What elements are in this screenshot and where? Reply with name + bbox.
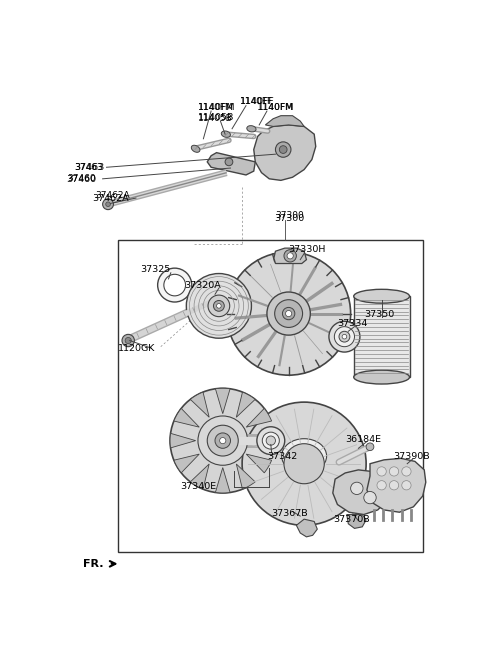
Text: 37300: 37300 bbox=[276, 211, 304, 220]
Circle shape bbox=[335, 327, 355, 346]
Polygon shape bbox=[296, 519, 317, 537]
Text: 1140FM: 1140FM bbox=[198, 103, 236, 112]
Text: 37370B: 37370B bbox=[334, 515, 370, 523]
Text: 11405B: 11405B bbox=[198, 114, 233, 123]
Text: 37463: 37463 bbox=[74, 163, 104, 172]
Polygon shape bbox=[216, 468, 230, 493]
Text: 37334: 37334 bbox=[337, 319, 368, 328]
Text: 37460: 37460 bbox=[68, 174, 96, 183]
Polygon shape bbox=[333, 470, 389, 514]
Circle shape bbox=[122, 335, 134, 346]
Circle shape bbox=[389, 467, 399, 476]
Circle shape bbox=[225, 158, 233, 166]
FancyBboxPatch shape bbox=[354, 297, 409, 377]
Circle shape bbox=[106, 202, 110, 207]
Circle shape bbox=[208, 295, 230, 317]
Circle shape bbox=[262, 432, 279, 449]
Circle shape bbox=[242, 402, 366, 525]
Text: 37340E: 37340E bbox=[180, 482, 216, 491]
Circle shape bbox=[342, 335, 347, 339]
Text: 37320A: 37320A bbox=[184, 281, 221, 289]
Text: 37325: 37325 bbox=[141, 265, 171, 274]
Text: 1140FM: 1140FM bbox=[257, 103, 294, 112]
Circle shape bbox=[402, 481, 411, 490]
Circle shape bbox=[377, 467, 386, 476]
Text: 1140FM: 1140FM bbox=[258, 104, 293, 112]
Circle shape bbox=[377, 481, 386, 490]
Circle shape bbox=[329, 321, 360, 352]
Text: 37462A: 37462A bbox=[93, 194, 129, 203]
Text: 37390B: 37390B bbox=[393, 451, 430, 461]
Ellipse shape bbox=[354, 289, 409, 303]
Circle shape bbox=[125, 337, 132, 344]
Circle shape bbox=[267, 292, 311, 335]
Polygon shape bbox=[246, 409, 272, 427]
Polygon shape bbox=[207, 153, 255, 175]
Circle shape bbox=[207, 425, 238, 456]
Text: 37462A: 37462A bbox=[95, 192, 130, 200]
Text: 1140FF: 1140FF bbox=[240, 97, 273, 106]
Text: 37300: 37300 bbox=[275, 215, 305, 223]
Polygon shape bbox=[250, 434, 276, 448]
Circle shape bbox=[157, 268, 192, 302]
Circle shape bbox=[287, 253, 293, 259]
Polygon shape bbox=[347, 514, 366, 528]
Circle shape bbox=[103, 199, 113, 210]
Text: 37460: 37460 bbox=[66, 175, 96, 184]
Polygon shape bbox=[190, 392, 209, 417]
Text: 37330H: 37330H bbox=[288, 245, 326, 254]
Circle shape bbox=[275, 300, 302, 327]
Circle shape bbox=[389, 481, 399, 490]
Polygon shape bbox=[254, 125, 316, 180]
Circle shape bbox=[257, 427, 285, 455]
Circle shape bbox=[279, 146, 287, 154]
Polygon shape bbox=[274, 248, 306, 264]
Polygon shape bbox=[174, 409, 199, 427]
Circle shape bbox=[164, 274, 186, 296]
Text: 11405B: 11405B bbox=[198, 113, 234, 123]
Text: 1140FM: 1140FM bbox=[198, 104, 234, 112]
Text: 1120GK: 1120GK bbox=[118, 344, 156, 353]
Circle shape bbox=[170, 388, 276, 493]
Circle shape bbox=[284, 250, 296, 262]
Circle shape bbox=[366, 443, 374, 451]
Polygon shape bbox=[170, 434, 196, 448]
Polygon shape bbox=[367, 459, 426, 512]
Polygon shape bbox=[236, 392, 255, 417]
Circle shape bbox=[402, 467, 411, 476]
Circle shape bbox=[284, 443, 324, 483]
Polygon shape bbox=[265, 115, 304, 127]
Ellipse shape bbox=[282, 439, 326, 474]
Text: 37367B: 37367B bbox=[271, 509, 307, 518]
Ellipse shape bbox=[247, 126, 256, 132]
Circle shape bbox=[198, 416, 248, 465]
Circle shape bbox=[339, 331, 350, 342]
Circle shape bbox=[220, 438, 226, 443]
Polygon shape bbox=[190, 464, 209, 489]
Circle shape bbox=[216, 304, 221, 308]
Circle shape bbox=[227, 252, 350, 375]
Text: 36184E: 36184E bbox=[345, 434, 381, 443]
Circle shape bbox=[350, 482, 363, 495]
Circle shape bbox=[266, 436, 276, 445]
Ellipse shape bbox=[221, 131, 230, 137]
Ellipse shape bbox=[192, 145, 200, 152]
Ellipse shape bbox=[354, 370, 409, 384]
Polygon shape bbox=[246, 454, 272, 473]
Text: FR.: FR. bbox=[83, 559, 104, 569]
Circle shape bbox=[282, 308, 295, 319]
Text: 37342: 37342 bbox=[268, 451, 298, 461]
Text: 37463: 37463 bbox=[74, 163, 103, 172]
Circle shape bbox=[215, 433, 230, 448]
Circle shape bbox=[276, 142, 291, 157]
Text: 1140FF: 1140FF bbox=[240, 96, 275, 106]
Polygon shape bbox=[174, 454, 199, 473]
Polygon shape bbox=[216, 388, 230, 414]
Circle shape bbox=[286, 310, 292, 317]
Circle shape bbox=[186, 274, 252, 338]
Polygon shape bbox=[236, 464, 255, 489]
Text: 37350: 37350 bbox=[365, 310, 395, 319]
Circle shape bbox=[364, 491, 376, 504]
Circle shape bbox=[214, 300, 224, 311]
